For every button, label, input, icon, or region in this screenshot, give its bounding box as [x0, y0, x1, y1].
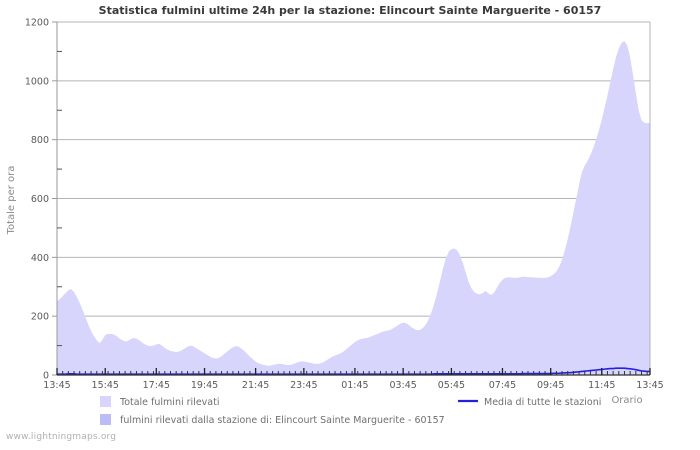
x-tick-label: 19:45: [191, 380, 218, 391]
x-tick-label: 13:45: [43, 380, 70, 391]
x-axis-ticks: 13:45 15:45 17:45 19:45 21:45 23:45 01:45 03:45…: [43, 368, 664, 391]
y-tick-label: 0: [43, 371, 49, 382]
watermark: www.lightningmaps.org: [6, 432, 117, 442]
area-total: [57, 41, 650, 376]
x-tick-label: 17:45: [143, 380, 170, 391]
legend-label-station: fulmini rilevati dalla stazione di: Elin…: [120, 415, 445, 426]
x-tick-label: 09:45: [537, 380, 564, 391]
legend-label-total: Totale fulmini rilevati: [119, 397, 219, 408]
page-title: Statistica fulmini ultime 24h per la sta…: [98, 4, 602, 17]
x-axis-title: Orario: [611, 395, 642, 406]
y-tick-label: 1200: [25, 18, 49, 29]
y-axis-title: Totale per ora: [6, 166, 17, 236]
x-tick-label: 23:45: [290, 380, 317, 391]
y-tick-label: 600: [31, 194, 49, 205]
legend-swatch-total: [100, 396, 111, 407]
y-tick-label: 400: [31, 253, 49, 264]
series-total-area: [57, 41, 650, 376]
x-tick-label: 15:45: [92, 380, 119, 391]
x-tick-label: 05:45: [438, 380, 465, 391]
y-axis-ticks: 0 200 400 600 800 1000 1200: [25, 18, 62, 382]
x-tick-label: 21:45: [242, 380, 269, 391]
y-tick-label: 1000: [25, 76, 49, 87]
legend-swatch-station: [100, 414, 111, 425]
legend: Totale fulmini rilevati fulmini rilevati…: [100, 396, 601, 426]
legend-label-average: Media di tutte le stazioni: [484, 397, 601, 408]
x-tick-label: 01:45: [341, 380, 368, 391]
x-tick-label: 03:45: [389, 380, 416, 391]
y-tick-label: 200: [31, 312, 49, 323]
x-tick-label: 11:45: [588, 380, 615, 391]
x-tick-label: 13:45: [636, 380, 663, 391]
x-tick-label: 07:45: [489, 380, 516, 391]
y-tick-label: 800: [31, 135, 49, 146]
